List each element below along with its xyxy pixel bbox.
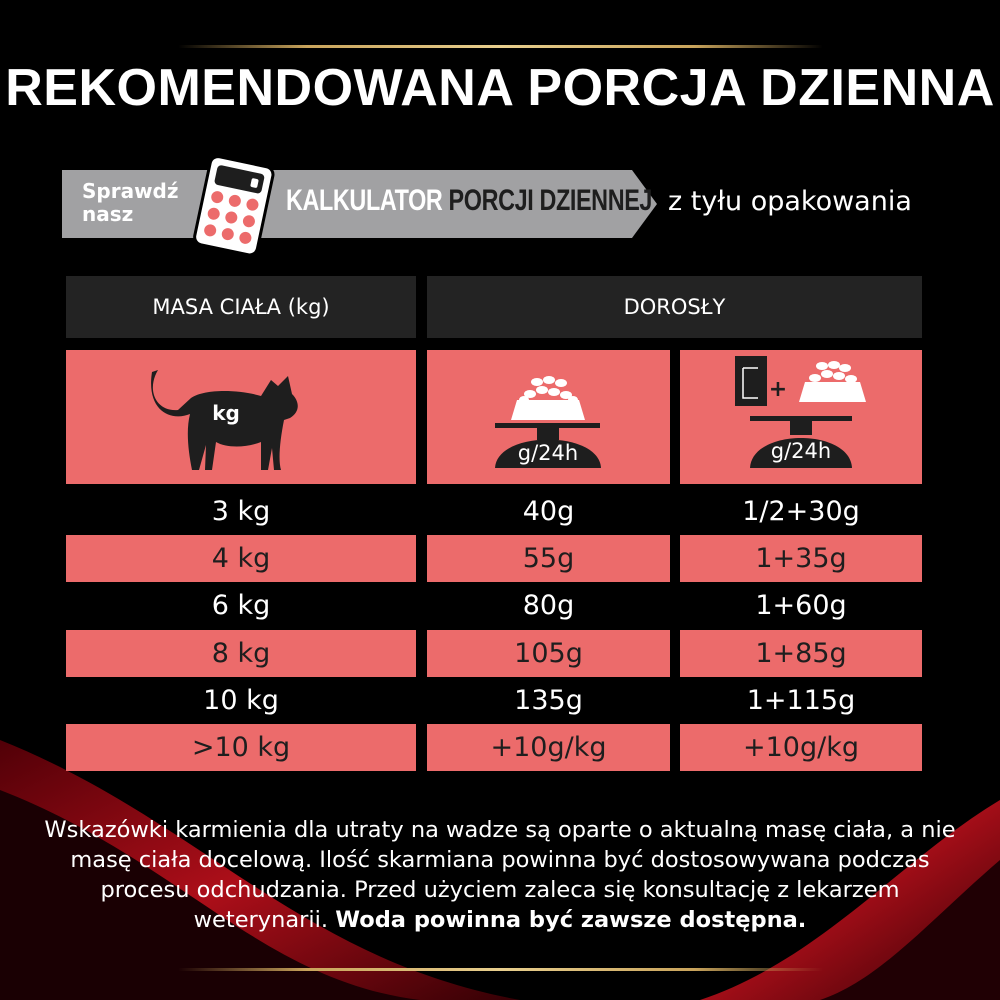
our-label: nasz bbox=[82, 202, 134, 226]
check-label: Sprawdź bbox=[82, 179, 179, 203]
calculator-title: KALKULATOR PORCJI DZIENNEJ bbox=[286, 184, 652, 218]
weight-cell: 3 kg bbox=[211, 496, 271, 527]
mixed-portion-cell: 1+35g bbox=[680, 535, 922, 583]
footnote-bold-text: Woda powinna być zawsze dostępna. bbox=[335, 907, 807, 933]
weight-cell: 8 kg bbox=[66, 629, 416, 677]
mixed-food-icon-cell: + g/24h bbox=[680, 350, 922, 484]
dry-portion-cell: 40g bbox=[522, 496, 575, 527]
table-row: 3 kg 40g 1/2+30g bbox=[0, 488, 1000, 535]
gold-divider-top bbox=[178, 45, 823, 48]
calc-word-1: KALKULATOR bbox=[286, 184, 443, 217]
header-body-weight: MASA CIAŁA (kg) bbox=[66, 276, 416, 338]
weight-cell: >10 kg bbox=[66, 724, 416, 771]
banner-back-text: z tyłu opakowania bbox=[668, 186, 912, 217]
gold-divider-bottom bbox=[178, 968, 823, 971]
dry-portion-cell: 80g bbox=[522, 590, 575, 622]
mixed-portion-cell: 1+115g bbox=[746, 684, 856, 716]
red-swoosh-decoration bbox=[0, 740, 1000, 1000]
table-row: 10 kg 135g 1+115g bbox=[0, 677, 1000, 724]
weight-cell: 10 kg bbox=[203, 684, 279, 716]
banner-check-text: Sprawdź nasz bbox=[82, 180, 179, 226]
mixed-portion-cell: 1+60g bbox=[755, 590, 847, 622]
cat-icon-cell: kg bbox=[66, 350, 416, 484]
header-adult: DOROSŁY bbox=[427, 276, 922, 338]
table-row: >10 kg +10g/kg +10g/kg bbox=[0, 724, 1000, 771]
footnote-text: Wskazówki karmienia dla utraty na wadze … bbox=[44, 817, 956, 933]
cat-icon: kg bbox=[151, 370, 298, 470]
dry-portion-cell: 105g bbox=[427, 629, 670, 677]
scale-dry-food-icon: g/24h bbox=[495, 376, 601, 468]
mixed-portion-cell: 1/2+30g bbox=[742, 496, 860, 527]
dry-portion-cell: +10g/kg bbox=[427, 724, 670, 771]
mixed-portion-cell: 1+85g bbox=[680, 629, 922, 677]
dry-food-icon-cell: g/24h bbox=[427, 350, 670, 484]
calculator-banner bbox=[62, 170, 657, 238]
scale-wet-and-dry-food-icon: + g/24h bbox=[735, 356, 866, 468]
cat-kg-label: kg bbox=[212, 401, 240, 425]
feeding-footnote: Wskazówki karmienia dla utraty na wadze … bbox=[40, 815, 960, 935]
page-title: REKOMENDOWANA PORCJA DZIENNA bbox=[5, 59, 995, 117]
dry-unit-label: g/24h bbox=[518, 441, 578, 465]
svg-text:+: + bbox=[769, 377, 787, 402]
calculator-icon bbox=[193, 155, 275, 255]
dry-portion-cell: 135g bbox=[514, 684, 583, 716]
weight-cell: 4 kg bbox=[66, 535, 416, 583]
table-row: 4 kg 55g 1+35g bbox=[0, 535, 1000, 583]
mixed-unit-label: g/24h bbox=[771, 439, 831, 463]
dry-portion-cell: 55g bbox=[427, 535, 670, 583]
weight-cell: 6 kg bbox=[211, 590, 271, 622]
table-row: 6 kg 80g 1+60g bbox=[0, 582, 1000, 629]
calc-word-2: PORCJI DZIENNEJ bbox=[448, 184, 653, 217]
table-row: 8 kg 105g 1+85g bbox=[0, 629, 1000, 677]
mixed-portion-cell: +10g/kg bbox=[680, 724, 922, 771]
